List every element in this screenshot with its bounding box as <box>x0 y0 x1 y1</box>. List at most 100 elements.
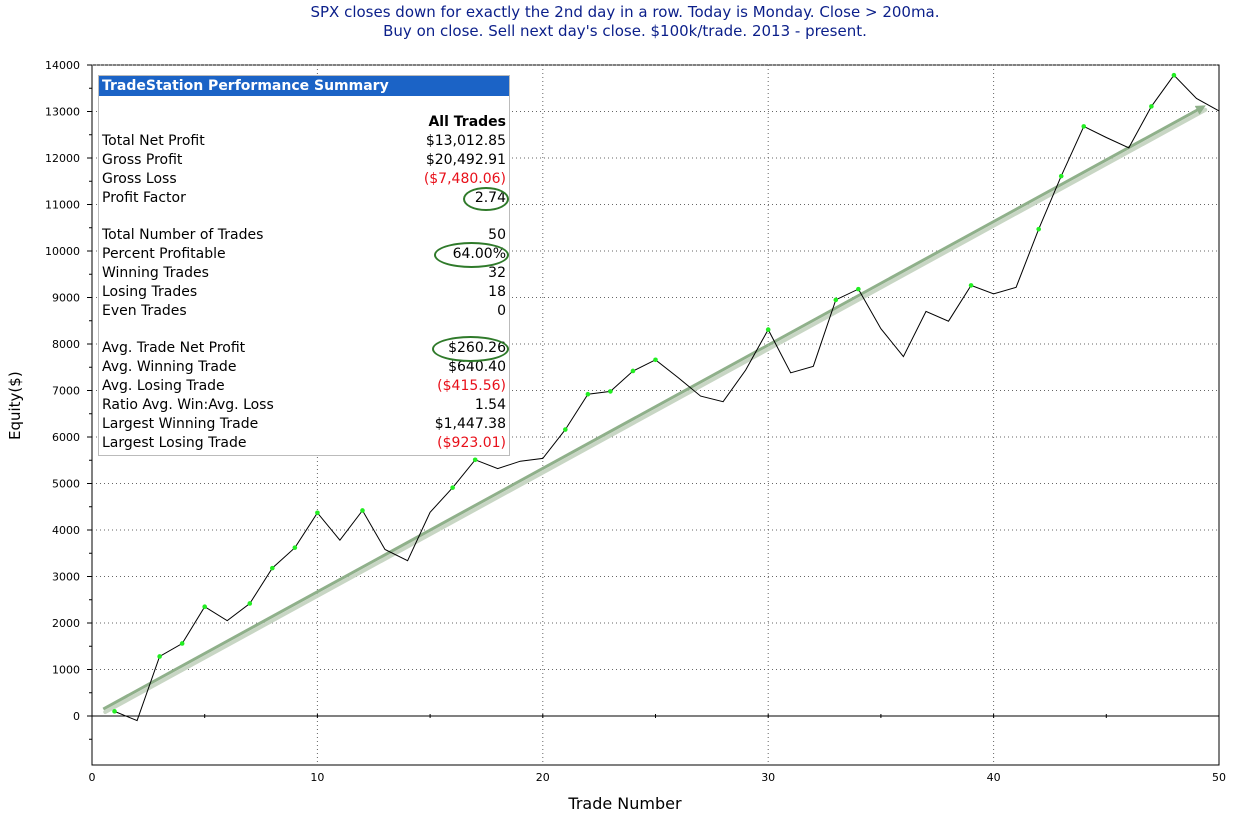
summary-row-value: 0 <box>497 303 506 319</box>
summary-row-label: Total Net Profit <box>102 133 205 149</box>
summary-row: Losing Trades 18 <box>102 284 506 303</box>
performance-summary-panel: TradeStation Performance Summary All Tra… <box>98 75 510 456</box>
summary-column-header: All Trades <box>428 114 506 130</box>
trend-arrow-layer <box>102 105 1208 715</box>
x-tick-label: 50 <box>1212 771 1226 784</box>
y-tick-label: 0 <box>73 710 80 723</box>
y-tick-label: 5000 <box>52 478 80 491</box>
trend-arrow <box>102 105 1206 711</box>
highlight-ring-profit-factor <box>463 187 509 211</box>
trend-arrow-shadow <box>103 107 1208 715</box>
new-high-point <box>1058 173 1064 179</box>
x-tick-label: 30 <box>761 771 775 784</box>
y-tick-label: 2000 <box>52 617 80 630</box>
new-high-point <box>585 391 591 397</box>
summary-row-label: Avg. Losing Trade <box>102 378 225 394</box>
x-tick-label: 40 <box>987 771 1001 784</box>
y-tick-label: 1000 <box>52 664 80 677</box>
summary-row: Gross Profit $20,492.91 <box>102 152 506 171</box>
summary-row-label: Gross Profit <box>102 152 183 168</box>
summary-row: Winning Trades 32 <box>102 265 506 284</box>
new-high-point <box>247 601 253 606</box>
x-axis-label: Trade Number <box>568 794 682 813</box>
summary-row-value: ($923.01) <box>437 435 506 451</box>
chart-title-line-1: SPX closes down for exactly the 2nd day … <box>310 3 940 21</box>
summary-row: Avg. Losing Trade ($415.56) <box>102 378 506 397</box>
new-high-point <box>472 457 478 463</box>
new-high-point <box>315 510 320 516</box>
y-tick-label: 4000 <box>52 524 80 537</box>
summary-row-value: 32 <box>488 265 506 281</box>
equity-series <box>114 74 1220 722</box>
new-high-point <box>765 327 771 332</box>
summary-row-value: ($7,480.06) <box>423 171 506 187</box>
summary-row-label: Ratio Avg. Win:Avg. Loss <box>102 397 274 413</box>
new-high-point <box>1081 124 1087 129</box>
chart-title-line-2: Buy on close. Sell next day's close. $10… <box>383 22 867 40</box>
new-high-point <box>270 565 275 571</box>
new-high-point <box>1149 104 1154 109</box>
new-high-point <box>179 641 185 646</box>
equity-line <box>114 74 1220 722</box>
summary-row: Gross Loss ($7,480.06) <box>102 171 506 190</box>
new-high-point <box>450 485 455 490</box>
summary-row-value: $13,012.85 <box>425 133 506 149</box>
highlight-ring-percent-profitable <box>434 242 509 268</box>
summary-row-label: Avg. Trade Net Profit <box>102 340 246 356</box>
summary-row-value: $1,447.38 <box>434 416 506 432</box>
x-tick-label: 20 <box>536 771 550 784</box>
y-tick-label: 13000 <box>45 106 80 119</box>
new-high-point <box>653 357 658 363</box>
summary-row: Total Number of Trades 50 <box>102 227 506 246</box>
new-high-point <box>202 604 207 610</box>
summary-row-label: Largest Winning Trade <box>102 416 259 432</box>
y-tick-label: 6000 <box>52 431 80 444</box>
new-high-point <box>856 286 861 292</box>
summary-row-label: Percent Profitable <box>102 246 226 262</box>
y-axis-label: Equity($) <box>6 371 24 440</box>
summary-row-value: 18 <box>488 284 506 300</box>
summary-row-label: Largest Losing Trade <box>102 435 247 451</box>
y-tick-label: 9000 <box>52 292 80 305</box>
y-tick-label: 3000 <box>52 571 80 584</box>
y-tick-label: 14000 <box>45 59 80 72</box>
new-high-point <box>1171 72 1177 78</box>
summary-row-label: Even Trades <box>102 303 187 319</box>
summary-header: TradeStation Performance Summary <box>99 76 509 96</box>
summary-row: Avg. Winning Trade $640.40 <box>102 359 506 378</box>
new-high-point <box>608 389 613 394</box>
new-high-point <box>968 283 974 288</box>
new-high-point <box>833 297 839 303</box>
summary-row-label: Avg. Winning Trade <box>102 359 237 375</box>
new-high-point <box>157 654 162 659</box>
summary-row-value: 1.54 <box>474 397 506 413</box>
y-tick-label: 7000 <box>52 385 80 398</box>
summary-row-value: ($415.56) <box>437 378 506 394</box>
summary-column-header-row: All Trades <box>102 114 506 133</box>
new-high-point <box>360 508 365 513</box>
y-tick-label: 10000 <box>45 245 80 258</box>
x-tick-label: 10 <box>310 771 324 784</box>
summary-row: Profit Factor 2.74 <box>102 190 506 209</box>
highlight-ring-avg-trade <box>432 336 509 362</box>
y-tick-label: 11000 <box>45 199 80 212</box>
summary-row-value: $20,492.91 <box>425 152 506 168</box>
plot-area <box>91 64 1220 766</box>
summary-row: Ratio Avg. Win:Avg. Loss 1.54 <box>102 397 506 416</box>
summary-row-label: Total Number of Trades <box>102 227 264 243</box>
new-high-markers <box>112 72 1177 714</box>
new-high-point <box>563 427 568 432</box>
new-high-point <box>292 545 298 550</box>
summary-row-label: Gross Loss <box>102 171 177 187</box>
summary-row: Largest Winning Trade $1,447.38 <box>102 416 506 435</box>
summary-row-value: 50 <box>488 227 506 243</box>
summary-row-label: Profit Factor <box>102 190 186 206</box>
new-high-point <box>1036 226 1041 232</box>
summary-row: Even Trades 0 <box>102 303 506 322</box>
summary-row-value: $640.40 <box>448 359 506 375</box>
new-high-point <box>112 709 117 714</box>
summary-row-label: Losing Trades <box>102 284 198 300</box>
x-tick-label: 0 <box>89 771 96 784</box>
